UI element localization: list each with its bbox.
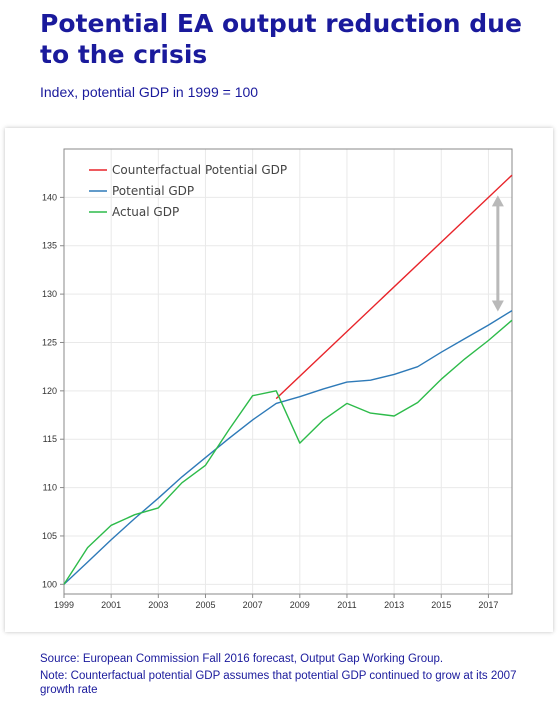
slide-title: Potential EA output reduction due to the… [40, 9, 522, 69]
y-tick-label: 115 [43, 434, 57, 444]
series-line-actual-gdp [63, 319, 513, 585]
chart-frame: 1999 2001 2003 2005 2007 2009 2011 2013 2015 2017… [5, 128, 553, 632]
x-tick-label: 2003 [148, 600, 168, 610]
source-note: Source: European Commission Fall 2016 fo… [40, 653, 444, 665]
plot-frame [63, 148, 513, 595]
chart-series [63, 174, 513, 585]
x-tick-label: 2015 [431, 600, 451, 610]
chart-grid [63, 149, 512, 594]
y-tick-label: 100 [42, 579, 57, 589]
y-tick-label: 135 [42, 241, 57, 251]
y-tick-label: 140 [42, 192, 57, 202]
legend-label-potential-gdp: Potential GDP [112, 184, 194, 198]
x-tick-label: 2017 [478, 600, 498, 610]
series-line-counterfactual-potential-gdp [275, 174, 513, 400]
arrow-head-up [491, 195, 504, 207]
slide-subtitle: Index, potential GDP in 1999 = 100 [40, 84, 259, 100]
chart-annotation [491, 195, 504, 312]
methodology-note: Note: Counterfactual potential GDP assum… [40, 670, 517, 696]
y-tick-label: 130 [42, 289, 57, 299]
x-tick-label: 2007 [243, 600, 263, 610]
y-tick-label: 105 [42, 531, 57, 541]
x-tick-label: 1999 [54, 600, 74, 610]
series-line-potential-gdp [63, 310, 513, 585]
y-tick-label: 125 [42, 337, 57, 347]
y-tick-label: 120 [42, 386, 57, 396]
x-tick-label: 2013 [384, 600, 404, 610]
x-tick-label: 2005 [195, 600, 215, 610]
y-tick-label: 110 [43, 483, 57, 493]
legend-label-actual-gdp: Actual GDP [112, 205, 179, 219]
x-tick-label: 2011 [337, 600, 356, 610]
line-chart: 1999 2001 2003 2005 2007 2009 2011 2013 2015 2017… [42, 148, 513, 610]
x-tick-label: 2001 [101, 600, 121, 610]
legend-label-counterfactual-potential-gdp: Counterfactual Potential GDP [112, 163, 287, 177]
chart-axes: 1999 2001 2003 2005 2007 2009 2011 2013 2015 2017… [42, 148, 513, 610]
chart-legend: Counterfactual Potential GDP Potential GD… [89, 163, 287, 219]
arrow-head-down [491, 300, 504, 312]
plot-background [64, 149, 512, 594]
x-tick-label: 2009 [290, 600, 310, 610]
